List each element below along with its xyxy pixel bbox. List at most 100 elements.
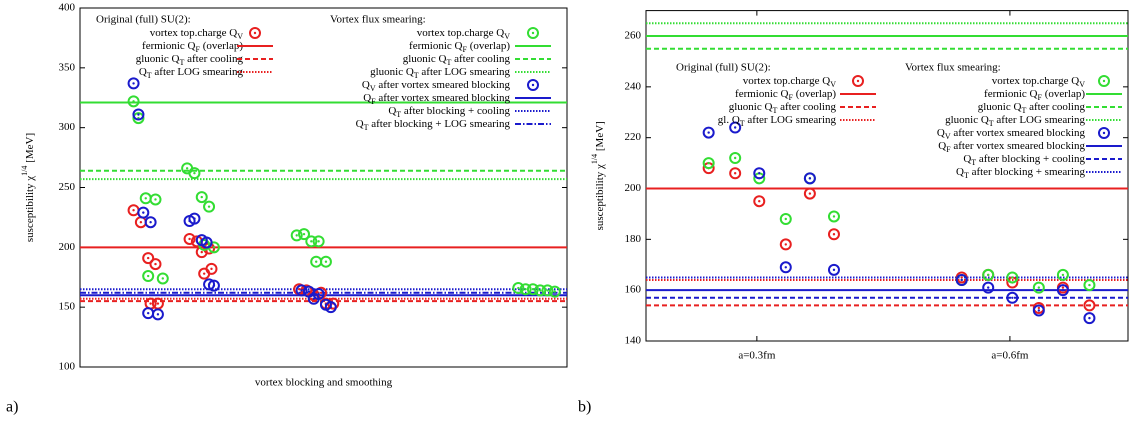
- text-part: after LOG smearing: [152, 66, 244, 78]
- point: [151, 297, 164, 310]
- point-dot: [758, 172, 761, 175]
- point: [702, 157, 715, 170]
- point: [1083, 279, 1096, 292]
- legend-label: gluonic QT after cooling: [729, 101, 837, 116]
- point: [305, 235, 318, 248]
- text-script: T: [414, 71, 419, 80]
- point: [534, 284, 547, 297]
- point-ring: [827, 263, 840, 276]
- text-part: gluonic Q: [370, 66, 414, 78]
- legend-label: vortex top.charge QV: [743, 75, 836, 90]
- point-ring: [1083, 312, 1096, 325]
- point: [753, 195, 766, 208]
- y-tick-label: 140: [625, 335, 642, 347]
- point-ring: [779, 261, 792, 274]
- point: [151, 308, 164, 321]
- text-part: after blocking + cooling: [976, 153, 1085, 165]
- point-dot: [1088, 304, 1091, 307]
- point: [183, 232, 196, 245]
- legend-label: vortex top.charge QV: [417, 27, 510, 42]
- point-ring: [203, 200, 216, 213]
- point-ring: [144, 216, 157, 229]
- point: [127, 77, 140, 90]
- point-dot: [142, 211, 145, 214]
- point-ring: [541, 284, 554, 297]
- point-ring: [982, 268, 995, 281]
- point: [827, 263, 840, 276]
- point-ring: [729, 121, 742, 134]
- point-ring: [955, 274, 968, 287]
- point-dot: [733, 172, 737, 175]
- text-script: T: [740, 119, 745, 128]
- point: [982, 281, 995, 294]
- legend-title: Vortex flux smearing:: [330, 14, 426, 26]
- plot-frame: [645, 10, 1129, 342]
- point: [1032, 281, 1045, 294]
- point-ring: [319, 255, 332, 268]
- text-part: vortex top.charge Q: [417, 27, 505, 39]
- text-part: gluonic Q: [729, 101, 773, 113]
- point-dot: [297, 288, 301, 291]
- y-tick-label: 200: [59, 241, 76, 253]
- legend-marker-dot: [531, 83, 535, 87]
- point: [319, 255, 332, 268]
- text-part: vortex top.charge Q: [150, 27, 238, 39]
- y-tick-label: 200: [625, 182, 642, 194]
- point-ring: [827, 210, 840, 223]
- text-part: after cooling: [1026, 101, 1085, 113]
- point-ring: [803, 172, 816, 185]
- point-ring: [203, 278, 216, 291]
- point: [127, 95, 140, 108]
- point-dot: [707, 131, 710, 134]
- y-tick-label: 240: [625, 80, 642, 92]
- text-script: V: [370, 84, 376, 93]
- legend-marker-dot: [1102, 131, 1106, 135]
- y-tick-label: 260: [625, 30, 642, 42]
- point-ring: [127, 77, 140, 90]
- point-dot: [193, 217, 196, 220]
- y-tick-label: 100: [59, 361, 76, 373]
- text-script: F: [371, 97, 376, 106]
- point: [702, 126, 715, 139]
- point-dot: [832, 215, 836, 218]
- text-part: (overlap): [200, 40, 243, 52]
- point-dot: [808, 192, 812, 195]
- point-ring: [290, 229, 303, 242]
- point: [779, 213, 792, 226]
- point: [729, 152, 742, 165]
- text-script: F: [195, 45, 200, 54]
- point: [137, 206, 150, 219]
- point: [955, 274, 968, 287]
- point-ring: [1083, 279, 1096, 292]
- text-part: after cooling: [777, 101, 836, 113]
- point-dot: [146, 311, 150, 315]
- point-dot: [832, 233, 836, 236]
- legend-label: gluonic QT after LOG smearing: [370, 66, 510, 81]
- point-dot: [524, 288, 527, 291]
- point-dot: [193, 171, 196, 175]
- point-ring: [298, 228, 311, 241]
- point-dot: [200, 250, 203, 254]
- point-ring: [1032, 281, 1045, 294]
- point-dot: [210, 267, 213, 271]
- point-ring: [1056, 284, 1069, 297]
- legend-marker: [249, 27, 261, 39]
- y-tick-label: 400: [59, 2, 76, 14]
- point-ring: [702, 126, 715, 139]
- legend-label: QF after vortex smeared blocking: [938, 140, 1085, 155]
- point-ring: [142, 252, 155, 265]
- text-part: after cooling: [451, 53, 510, 65]
- point-ring: [779, 213, 792, 226]
- legend-label: QV after vortex smeared blocking: [362, 79, 511, 94]
- point: [142, 307, 155, 320]
- legend-marker: [1098, 127, 1110, 139]
- point: [203, 200, 216, 213]
- point-dot: [205, 241, 208, 244]
- point-dot: [539, 289, 542, 292]
- point-ring: [803, 187, 816, 200]
- text-script: V: [1079, 80, 1085, 89]
- point-dot: [784, 266, 787, 269]
- point: [200, 236, 213, 249]
- text-part: Q: [956, 166, 964, 178]
- text-script: T: [396, 110, 401, 119]
